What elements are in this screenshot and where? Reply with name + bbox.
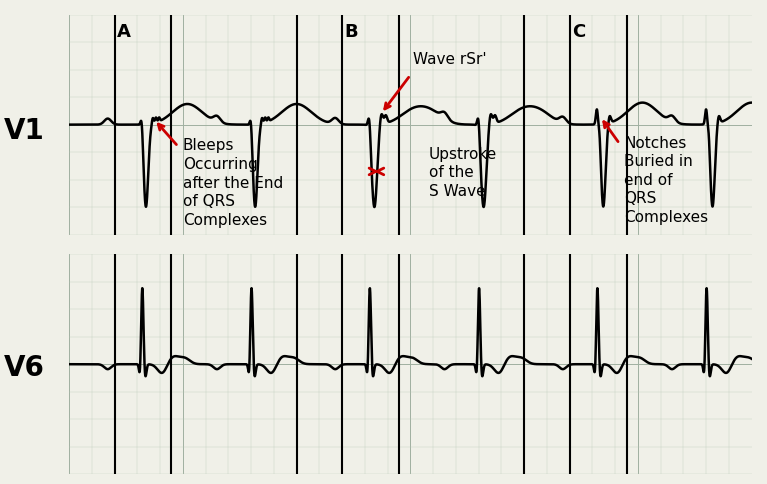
Text: Upstroke
of the
S Wave: Upstroke of the S Wave <box>429 147 497 199</box>
Text: B: B <box>344 23 358 41</box>
Text: Notches
Buried in
end of
QRS
Complexes: Notches Buried in end of QRS Complexes <box>624 136 709 225</box>
Text: V6: V6 <box>4 354 44 382</box>
Text: Bleeps
Occurring
after the End
of QRS
Complexes: Bleeps Occurring after the End of QRS Co… <box>183 138 283 228</box>
Text: A: A <box>117 23 130 41</box>
Text: C: C <box>572 23 585 41</box>
Text: Wave rSr': Wave rSr' <box>413 52 486 67</box>
Text: V1: V1 <box>4 117 44 145</box>
